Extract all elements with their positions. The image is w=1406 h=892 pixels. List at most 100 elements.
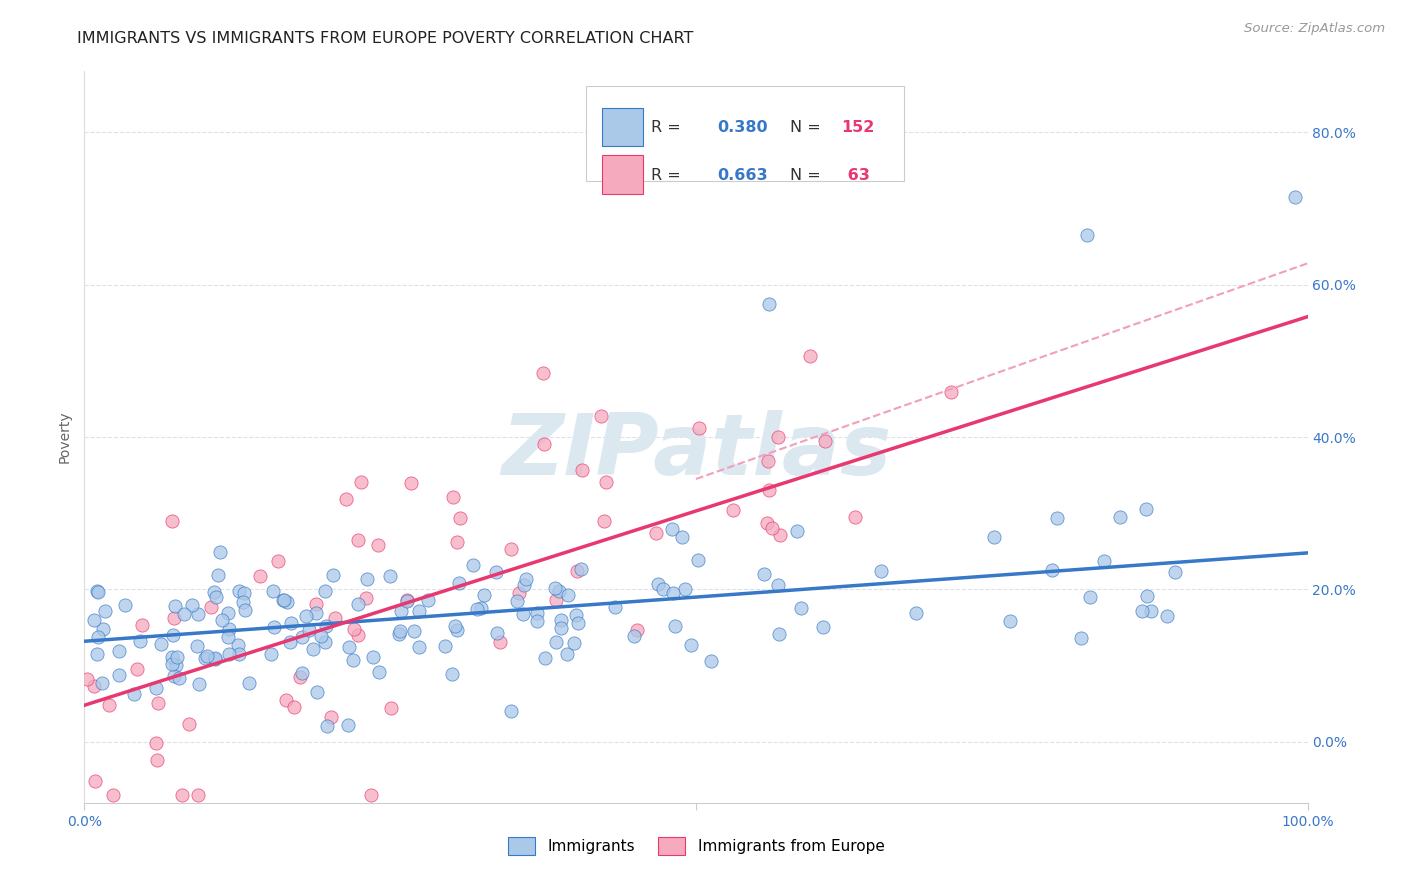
Point — [484, 566, 506, 580]
Point — [290, 670, 312, 684]
Point — [870, 564, 893, 578]
Point — [388, 624, 411, 639]
Point — [526, 614, 548, 628]
Point — [228, 647, 250, 661]
Point — [686, 552, 709, 566]
Point — [472, 588, 495, 602]
Point — [754, 566, 776, 581]
Point — [162, 628, 184, 642]
Point — [939, 385, 962, 400]
Text: 63: 63 — [842, 168, 869, 183]
Text: IMMIGRANTS VS IMMIGRANTS FROM EUROPE POVERTY CORRELATION CHART: IMMIGRANTS VS IMMIGRANTS FROM EUROPE POV… — [77, 31, 693, 46]
Point — [342, 653, 364, 667]
Point — [347, 627, 370, 641]
Point — [309, 629, 332, 643]
Point — [305, 597, 328, 611]
Point — [125, 662, 148, 676]
Point — [205, 590, 228, 604]
Text: R =: R = — [651, 120, 686, 136]
Point — [160, 650, 183, 665]
Y-axis label: Poverty: Poverty — [58, 411, 72, 463]
Point — [349, 475, 371, 489]
Point — [195, 648, 218, 663]
Point — [207, 568, 229, 582]
Point — [515, 573, 537, 587]
Point — [238, 676, 260, 690]
Point — [506, 593, 529, 607]
Point — [1164, 565, 1187, 579]
Point — [181, 598, 204, 612]
Point — [262, 583, 284, 598]
Point — [98, 698, 121, 713]
Point — [263, 620, 285, 634]
Point — [465, 601, 488, 615]
Point — [408, 604, 430, 618]
Point — [335, 491, 357, 506]
Point — [433, 639, 456, 653]
Point — [557, 588, 579, 602]
Point — [592, 514, 614, 528]
Point — [187, 607, 209, 621]
Point — [337, 640, 360, 654]
Point — [1139, 604, 1161, 618]
Point — [91, 622, 114, 636]
Point — [325, 611, 347, 625]
Point — [470, 600, 492, 615]
Point — [652, 582, 675, 596]
Point — [395, 593, 418, 607]
Point — [83, 613, 105, 627]
Point — [260, 647, 283, 661]
Point — [446, 535, 468, 549]
Point — [449, 576, 471, 591]
Point — [1109, 509, 1132, 524]
Point — [755, 516, 778, 530]
Point — [644, 526, 666, 541]
Point — [314, 635, 336, 649]
Point — [291, 665, 314, 680]
Point — [844, 510, 866, 524]
Point — [186, 639, 208, 653]
Point — [367, 665, 389, 680]
Point — [266, 554, 288, 568]
Point — [145, 736, 167, 750]
Point — [361, 649, 384, 664]
Point — [146, 696, 169, 710]
Point — [194, 651, 217, 665]
Point — [799, 349, 821, 363]
FancyBboxPatch shape — [602, 108, 644, 146]
Point — [114, 599, 136, 613]
Point — [449, 511, 471, 525]
Point — [547, 584, 569, 599]
Point — [108, 668, 131, 682]
Point — [444, 619, 467, 633]
Point — [204, 652, 226, 666]
Point — [533, 650, 555, 665]
Point — [294, 608, 316, 623]
Point — [86, 585, 108, 599]
Point — [314, 583, 336, 598]
Point — [623, 629, 645, 643]
Point — [200, 600, 222, 615]
Point — [589, 409, 612, 423]
Point — [1135, 501, 1157, 516]
Point — [316, 719, 339, 733]
Point — [567, 616, 589, 631]
Point — [569, 562, 592, 576]
Point — [108, 643, 131, 657]
Point — [531, 366, 554, 380]
Point — [565, 564, 588, 578]
Point — [177, 717, 200, 731]
Point — [274, 693, 297, 707]
Point — [1078, 591, 1101, 605]
Point — [380, 701, 402, 715]
Point — [86, 647, 108, 661]
Point — [1156, 608, 1178, 623]
Point — [446, 623, 468, 637]
Point — [278, 635, 301, 649]
Point — [233, 603, 256, 617]
Text: 0.663: 0.663 — [717, 168, 768, 183]
Point — [226, 638, 249, 652]
Point — [626, 623, 648, 637]
Point — [322, 567, 344, 582]
Text: ZIPatlas: ZIPatlas — [501, 410, 891, 493]
